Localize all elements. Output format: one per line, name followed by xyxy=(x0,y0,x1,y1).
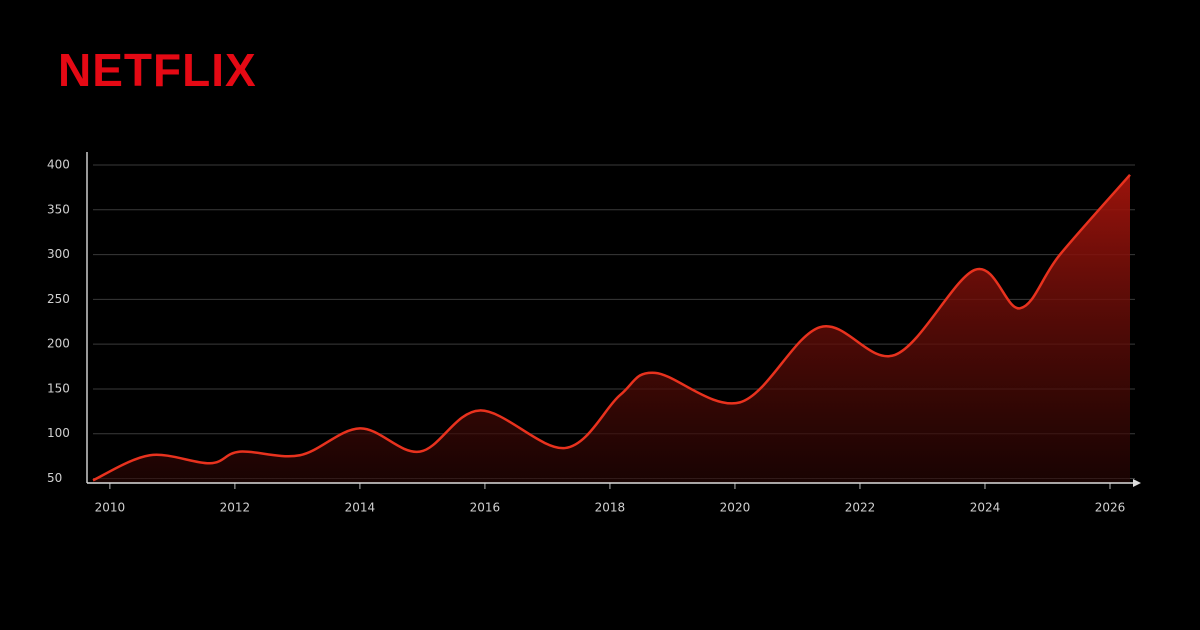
x-tick-label: 2026 xyxy=(1095,501,1126,515)
y-tick-label: 300 xyxy=(47,247,70,261)
y-tick-label: 50 xyxy=(47,471,62,485)
y-tick-label: 100 xyxy=(47,426,70,440)
x-tick-label: 2016 xyxy=(470,501,501,515)
y-tick-label: 200 xyxy=(47,337,70,351)
brand-logo: NETFLIX xyxy=(58,44,257,96)
x-tick-label: 2012 xyxy=(220,501,251,515)
x-tick-label: 2024 xyxy=(970,501,1001,515)
area-line xyxy=(92,174,1131,482)
x-axis-arrow xyxy=(1133,479,1141,487)
x-tick-label: 2010 xyxy=(95,501,126,515)
y-tick-label: 150 xyxy=(47,381,70,395)
x-tick-label: 2018 xyxy=(595,501,626,515)
area-fill xyxy=(93,174,1130,483)
x-tick-label: 2022 xyxy=(845,501,876,515)
x-tick-label: 2014 xyxy=(345,501,376,515)
y-tick-label: 350 xyxy=(47,202,70,216)
y-tick-label: 250 xyxy=(47,292,70,306)
x-tick-label: 2020 xyxy=(720,501,751,515)
y-tick-label: 400 xyxy=(47,158,70,172)
